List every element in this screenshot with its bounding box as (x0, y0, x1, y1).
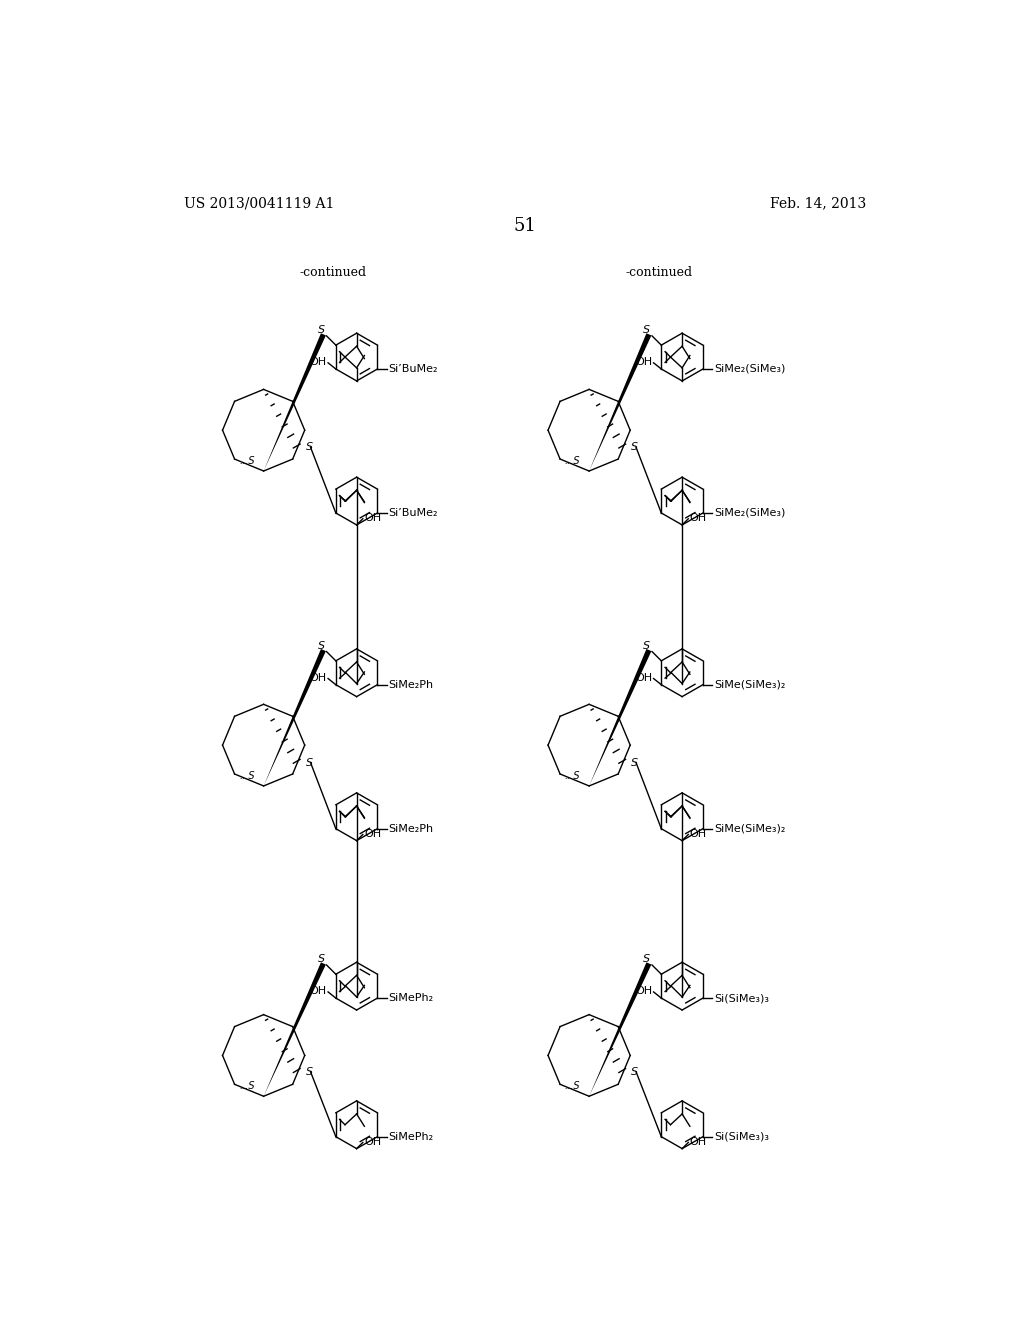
Text: SiMe(SiMe₃)₂: SiMe(SiMe₃)₂ (714, 680, 785, 689)
Text: OH: OH (365, 1137, 382, 1147)
Text: OH: OH (309, 986, 327, 997)
Text: S: S (306, 1067, 313, 1077)
Text: OH: OH (365, 829, 382, 838)
Text: S: S (317, 325, 325, 335)
Text: -continued: -continued (626, 265, 692, 279)
Text: S: S (643, 325, 650, 335)
Text: OH: OH (635, 673, 652, 682)
Text: SiMe₂Ph: SiMe₂Ph (388, 680, 433, 689)
Text: OH: OH (690, 1137, 707, 1147)
Polygon shape (263, 962, 326, 1096)
Text: OH: OH (365, 513, 382, 523)
Text: -continued: -continued (300, 265, 367, 279)
Text: SiMe₂Ph: SiMe₂Ph (388, 824, 433, 834)
Text: ...S: ...S (564, 1081, 581, 1090)
Text: SiMe₂(SiMe₃): SiMe₂(SiMe₃) (714, 508, 785, 517)
Polygon shape (263, 333, 326, 471)
Polygon shape (589, 649, 651, 785)
Text: S: S (632, 442, 639, 453)
Text: Si’BuMe₂: Si’BuMe₂ (388, 508, 438, 517)
Text: Si’BuMe₂: Si’BuMe₂ (388, 364, 438, 374)
Text: S: S (306, 758, 313, 768)
Text: SiMe₂(SiMe₃): SiMe₂(SiMe₃) (714, 364, 785, 374)
Text: ...S: ...S (564, 771, 581, 780)
Text: OH: OH (309, 673, 327, 682)
Text: S: S (317, 954, 325, 964)
Text: Si(SiMe₃)₃: Si(SiMe₃)₃ (714, 993, 769, 1003)
Text: ...S: ...S (240, 1081, 255, 1090)
Text: OH: OH (635, 986, 652, 997)
Text: 51: 51 (513, 218, 537, 235)
Polygon shape (589, 333, 651, 471)
Text: S: S (643, 640, 650, 651)
Text: S: S (643, 954, 650, 964)
Text: S: S (317, 640, 325, 651)
Polygon shape (263, 649, 326, 785)
Text: Feb. 14, 2013: Feb. 14, 2013 (770, 197, 866, 210)
Text: ...S: ...S (564, 455, 581, 466)
Text: OH: OH (690, 513, 707, 523)
Text: S: S (306, 442, 313, 453)
Text: OH: OH (635, 358, 652, 367)
Text: SiMe(SiMe₃)₂: SiMe(SiMe₃)₂ (714, 824, 785, 834)
Text: US 2013/0041119 A1: US 2013/0041119 A1 (183, 197, 334, 210)
Text: S: S (632, 1067, 639, 1077)
Text: ...S: ...S (240, 771, 255, 780)
Text: Si(SiMe₃)₃: Si(SiMe₃)₃ (714, 1131, 769, 1142)
Text: ...S: ...S (240, 455, 255, 466)
Polygon shape (589, 962, 651, 1096)
Text: OH: OH (309, 358, 327, 367)
Text: SiMePh₂: SiMePh₂ (388, 993, 433, 1003)
Text: SiMePh₂: SiMePh₂ (388, 1131, 433, 1142)
Text: S: S (632, 758, 639, 768)
Text: OH: OH (690, 829, 707, 838)
